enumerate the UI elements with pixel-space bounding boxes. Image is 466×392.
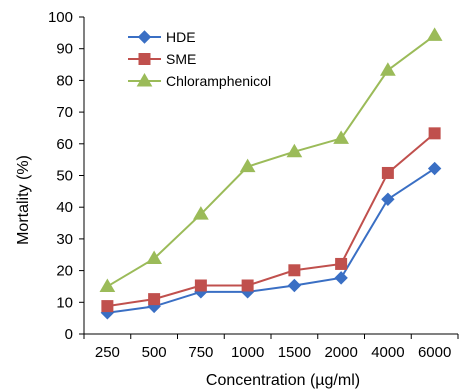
data-point-chloramphenicol [333, 130, 349, 144]
x-tick-label: 500 [142, 344, 167, 361]
x-tick-label: 1500 [278, 344, 311, 361]
legend-item-sme: SME [128, 51, 196, 67]
series-chloramphenicol [99, 27, 443, 292]
data-point-sme [241, 279, 254, 292]
x-tick-label: 6000 [418, 344, 451, 361]
x-tick-label: 750 [188, 344, 213, 361]
data-point-chloramphenicol [193, 206, 209, 220]
x-tick-label: 1000 [231, 344, 264, 361]
y-tick-label: 100 [48, 9, 73, 26]
data-point-chloramphenicol [99, 278, 116, 292]
data-point-hde [334, 271, 348, 285]
data-point-sme [288, 264, 301, 277]
y-axis-title: Mortality (%) [15, 155, 32, 245]
x-axis-title: Concentration (µg/ml) [206, 372, 360, 389]
y-tick-label: 90 [56, 41, 73, 58]
series-sme [101, 127, 441, 313]
data-point-chloramphenicol [146, 250, 162, 265]
data-point-sme [381, 166, 394, 179]
data-point-chloramphenicol [426, 27, 443, 41]
legend: HDE SME Chloramphenicol [128, 29, 271, 89]
x-axis-ticks: 250 500 750 1000 1500 2000 4000 6000 [83, 334, 459, 361]
y-tick-label: 50 [56, 168, 73, 185]
y-tick-label: 10 [56, 294, 73, 311]
data-point-sme [101, 300, 114, 313]
legend-label-chloramphenicol: Chloramphenicol [166, 73, 271, 89]
legend-item-chloramphenicol: Chloramphenicol [128, 73, 271, 89]
legend-marker-chloramphenicol [136, 73, 153, 87]
y-tick-label: 20 [56, 263, 73, 280]
series-line-hde [107, 167, 436, 314]
legend-label-sme: SME [166, 51, 196, 67]
data-point-sme [335, 257, 348, 270]
data-series [99, 27, 443, 320]
legend-marker-hde [137, 30, 152, 44]
y-tick-label: 60 [56, 136, 73, 153]
legend-marker-sme [138, 53, 151, 65]
data-point-hde [287, 278, 302, 293]
y-tick-label: 80 [56, 72, 73, 89]
legend-label-hde: HDE [166, 29, 196, 45]
y-tick-label: 70 [56, 104, 73, 121]
y-tick-label: 30 [56, 231, 73, 248]
x-tick-label: 4000 [371, 344, 404, 361]
data-point-hde [427, 161, 442, 176]
x-tick-label: 250 [95, 344, 120, 361]
y-tick-label: 0 [65, 326, 73, 343]
y-axis-ticks: 0 10 20 30 40 50 60 70 80 90 100 [48, 9, 84, 343]
legend-item-hde: HDE [128, 29, 196, 45]
data-point-chloramphenicol [286, 143, 303, 158]
x-tick-label: 2000 [324, 344, 357, 361]
data-point-sme [148, 293, 161, 306]
data-point-sme [194, 279, 207, 292]
data-point-sme [428, 127, 441, 140]
data-point-chloramphenicol [380, 62, 396, 76]
data-point-chloramphenicol [239, 158, 256, 173]
y-tick-label: 40 [56, 199, 73, 216]
data-point-hde [381, 192, 395, 206]
series-line-chloramphenicol [106, 34, 436, 288]
series-line-sme [107, 132, 436, 308]
